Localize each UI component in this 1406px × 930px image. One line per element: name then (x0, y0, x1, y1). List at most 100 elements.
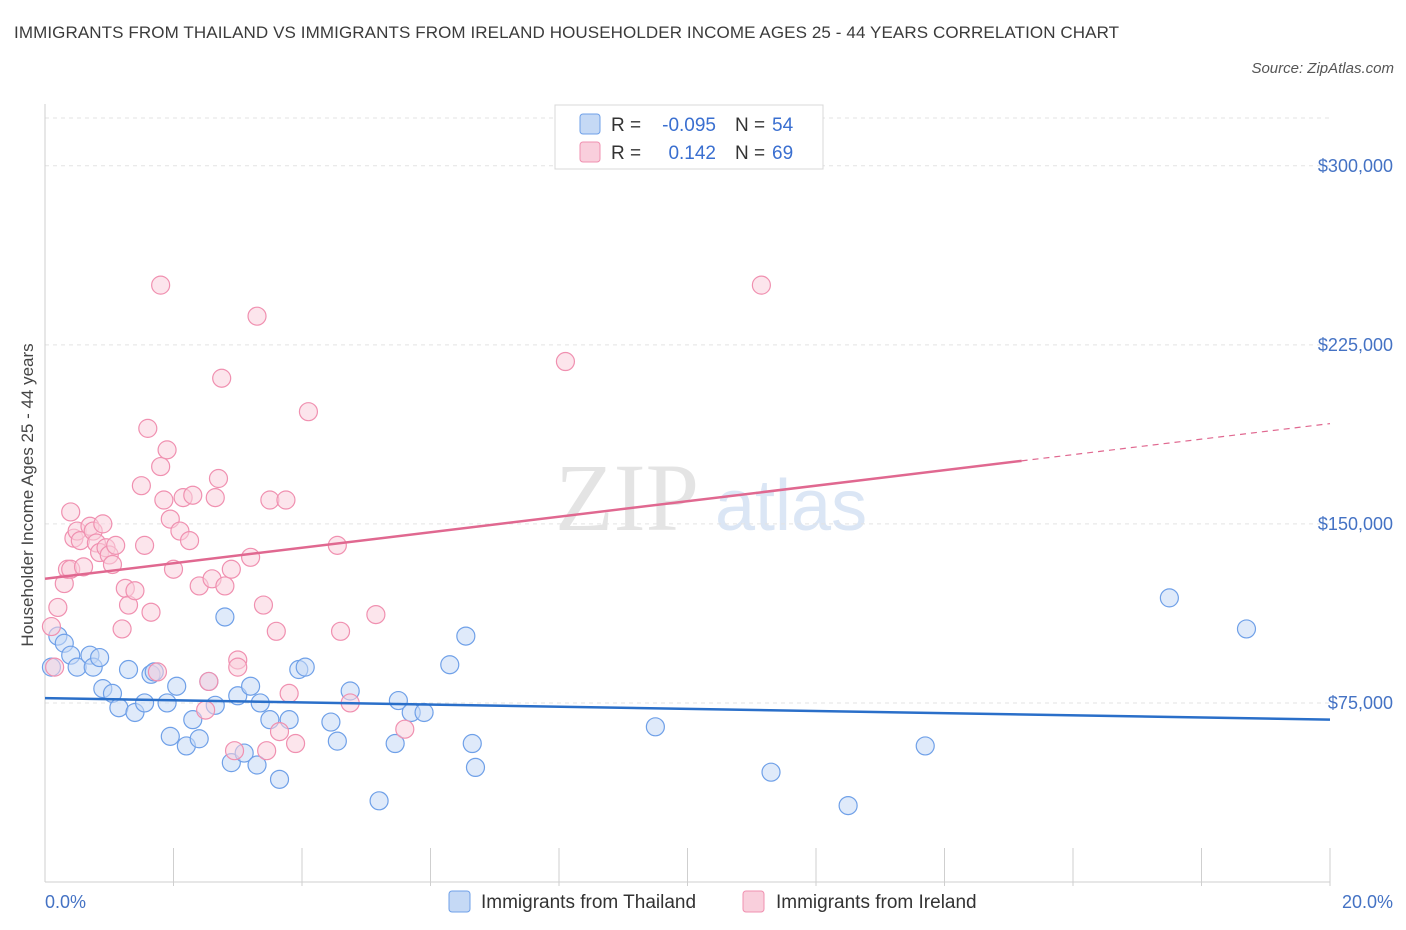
scatter-point (253, 595, 274, 615)
scatter-point (109, 698, 129, 718)
scatter-point (151, 456, 171, 477)
scatter-point (456, 626, 476, 646)
scatter-point (73, 557, 94, 577)
scatter-point (276, 490, 296, 510)
scatter-point (465, 757, 486, 778)
scatter-point (205, 488, 225, 508)
gridlines (45, 117, 1330, 704)
scatter-point (93, 514, 113, 534)
scatter-point (228, 657, 248, 677)
scatter-point (761, 762, 781, 782)
scatter-point (327, 731, 347, 751)
x-tick-label-min: 0.0% (45, 892, 86, 912)
stats-n-value-ireland: 69 (772, 143, 793, 164)
scatter-point (385, 733, 405, 754)
scatter-point (915, 736, 935, 756)
scatter-point (395, 719, 415, 739)
scatter-point (41, 616, 62, 637)
stats-r-value-ireland: 0.142 (668, 143, 716, 164)
scatter-point (295, 657, 315, 677)
scatter-point (208, 468, 229, 489)
stats-n-label-ireland: N = (735, 143, 765, 164)
watermark-zip: ZIP (555, 444, 699, 551)
stats-r-label-thailand: R = (611, 115, 641, 136)
y-tick-label: $75,000 (1328, 693, 1393, 713)
scatter-point (106, 535, 126, 555)
scatter-point (321, 712, 341, 732)
scatter-point (645, 717, 665, 737)
scatter-point (134, 535, 155, 555)
scatter-point (241, 676, 261, 696)
scatter-point (118, 659, 139, 680)
scatter-point (48, 597, 68, 618)
stats-r-value-thailand: -0.095 (662, 115, 716, 136)
stats-legend-swatch-ireland (579, 141, 601, 163)
trend-line-extension (1021, 423, 1331, 462)
scatter-point (366, 604, 386, 625)
scatter-point (189, 729, 209, 749)
x-tick-marks (173, 848, 1331, 886)
scatter-point (125, 581, 145, 601)
scatter-point (138, 418, 158, 438)
scatter-point (269, 721, 290, 742)
scatter-point (141, 602, 161, 622)
scatter-point (179, 530, 200, 551)
scatter-point (196, 700, 216, 720)
stats-legend: R = -0.095 N = 54 R = 0.142 N = 69 (554, 104, 824, 170)
watermark-atlas: atlas (715, 466, 867, 546)
y-axis-title: Householder Income Ages 25 - 44 years (18, 343, 37, 646)
scatter-point (61, 502, 81, 522)
scatter-point (215, 607, 235, 627)
scatter-point (241, 547, 261, 567)
x-tick-label-max: 20.0% (1342, 892, 1393, 912)
scatter-point (199, 671, 219, 692)
scatter-point (183, 485, 203, 505)
stats-n-value-thailand: 54 (772, 115, 794, 136)
trend-line (44, 696, 1331, 721)
scatter-point (247, 306, 267, 326)
y-tick-labels: $75,000 $150,000 $225,000 $300,000 (1318, 156, 1393, 713)
scatter-point (154, 490, 174, 510)
scatter-point (183, 710, 203, 730)
scatter-point (260, 490, 280, 510)
y-tick-label: $225,000 (1318, 335, 1393, 355)
scatter-point (751, 275, 771, 295)
scatter-point (221, 559, 241, 579)
scatter-point (151, 275, 171, 295)
source-label: Source: ZipAtlas.com (1251, 60, 1394, 77)
legend-label-ireland: Immigrants from Ireland (776, 892, 977, 913)
legend-swatch-ireland (742, 890, 765, 913)
scatter-point (134, 693, 155, 713)
scatter-point (215, 576, 235, 596)
scatter-point (298, 402, 319, 422)
scatter-point (279, 683, 299, 703)
scatter-point (112, 619, 132, 639)
trend-lines (44, 423, 1331, 721)
scatter-point (167, 676, 187, 696)
scatter-point (147, 662, 168, 682)
legend-swatch-thailand (448, 890, 471, 913)
scatter-point (266, 621, 286, 641)
y-tick-label: $150,000 (1318, 514, 1393, 534)
legend-label-thailand: Immigrants from Thailand (481, 892, 696, 913)
scatter-point (1159, 588, 1179, 608)
scatter-point (157, 693, 177, 713)
scatter-point (157, 440, 177, 460)
scatter-point (838, 795, 858, 816)
scatter-point (1236, 619, 1257, 639)
scatter-point (90, 647, 110, 668)
series-ireland-points (41, 275, 771, 761)
scatter-point (555, 351, 576, 372)
scatter-point (462, 733, 482, 754)
scatter-point (440, 655, 460, 675)
series-thailand-points (41, 588, 1257, 816)
scatter-point (224, 741, 245, 761)
scatter-point (269, 769, 290, 789)
scatter-point (212, 368, 232, 388)
scatter-point (131, 476, 151, 496)
scatter-point (247, 755, 267, 775)
scatter-point (257, 741, 277, 761)
stats-r-label-ireland: R = (611, 143, 641, 164)
series-legend: Immigrants from Thailand Immigrants from… (448, 890, 977, 913)
